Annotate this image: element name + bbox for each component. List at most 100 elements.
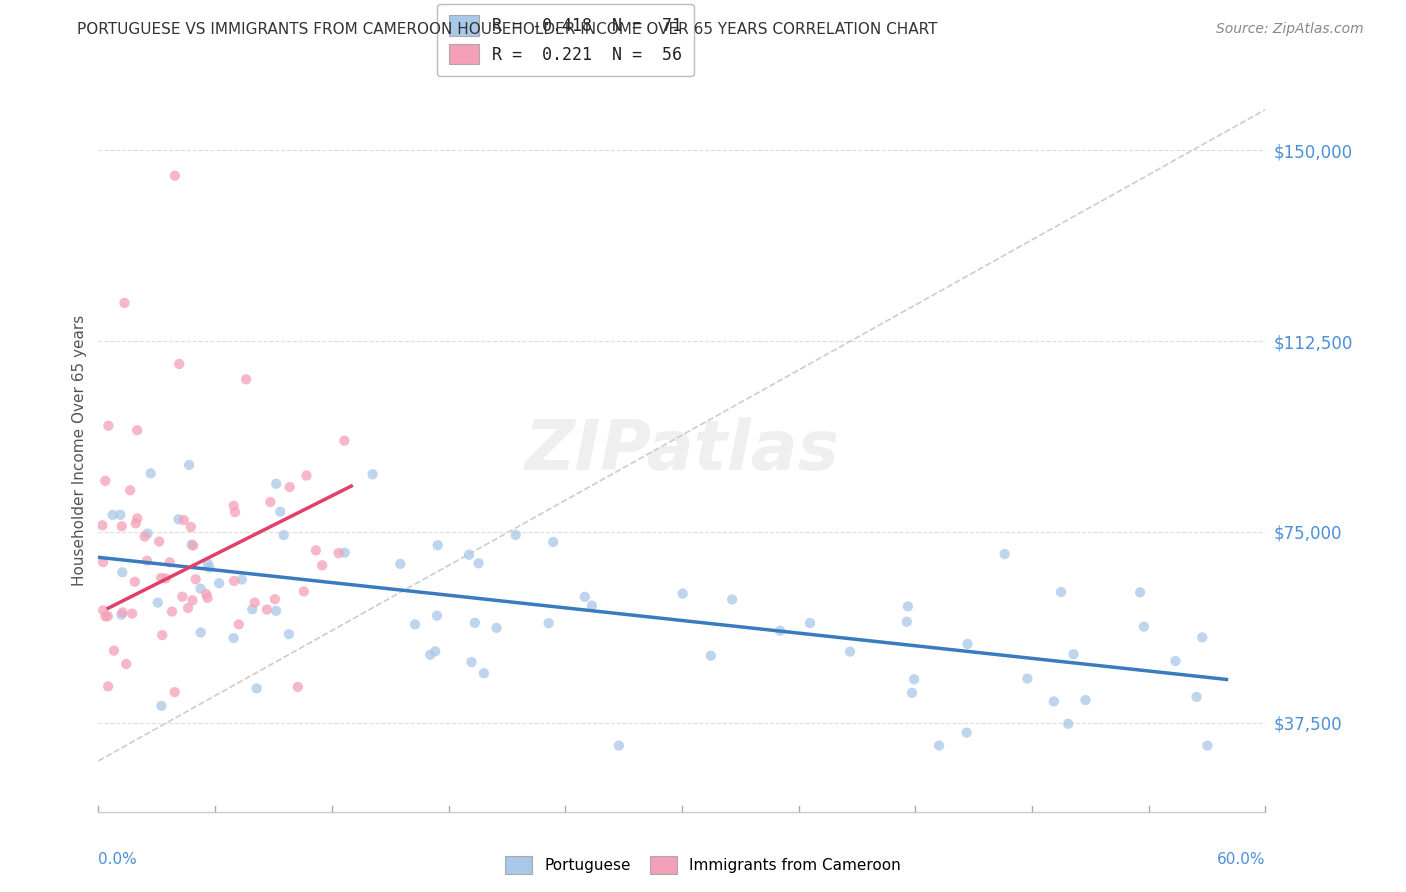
Point (197, 591, 219, 605)
Point (426, 538, 449, 552)
Point (101, 508, 124, 522)
Point (110, 607, 132, 622)
Text: Source: ZipAtlas.com: Source: ZipAtlas.com (1216, 22, 1364, 37)
Point (150, 628, 173, 642)
Point (231, 573, 253, 587)
Point (1057, 716, 1080, 731)
Point (222, 574, 245, 588)
Point (150, 698, 173, 713)
Point (180, 538, 202, 552)
Point (121, 607, 143, 621)
Point (537, 616, 560, 631)
Point (179, 458, 201, 472)
Point (256, 602, 278, 616)
Point (259, 495, 281, 509)
Point (1063, 647, 1085, 661)
Point (769, 624, 792, 638)
Point (581, 599, 603, 613)
Point (243, 596, 266, 610)
Point (700, 648, 723, 663)
Point (287, 680, 309, 694)
Point (177, 601, 200, 615)
Point (190, 625, 212, 640)
Point (224, 505, 246, 519)
Point (94, 474, 117, 488)
Point (208, 576, 231, 591)
Point (163, 169, 186, 183)
Point (956, 637, 979, 651)
Point (167, 357, 190, 371)
Point (292, 584, 315, 599)
Point (91, 603, 114, 617)
Point (799, 615, 821, 630)
Point (1133, 619, 1156, 633)
Point (181, 593, 204, 607)
Point (115, 657, 138, 671)
Point (485, 621, 508, 635)
Point (1043, 694, 1066, 708)
Point (97, 679, 120, 693)
Point (173, 513, 195, 527)
Point (180, 520, 202, 534)
Point (246, 681, 269, 696)
Point (148, 534, 170, 549)
Point (120, 483, 142, 498)
Point (114, 296, 136, 310)
Point (136, 526, 159, 541)
Point (146, 596, 169, 610)
Point (672, 586, 695, 600)
Point (264, 592, 287, 607)
Legend: R = -0.418  N =  71, R =  0.221  N =  56: R = -0.418 N = 71, R = 0.221 N = 56 (437, 4, 693, 76)
Point (903, 673, 925, 687)
Point (91, 518, 114, 533)
Point (197, 557, 219, 571)
Point (163, 685, 186, 699)
Point (91, 555, 114, 569)
Point (111, 519, 134, 533)
Point (361, 467, 384, 482)
Point (460, 655, 482, 669)
Point (426, 608, 449, 623)
Point (574, 590, 596, 604)
Point (1074, 693, 1097, 707)
Point (541, 535, 564, 549)
Point (328, 546, 350, 560)
Point (124, 574, 146, 589)
Point (184, 572, 207, 586)
Point (134, 530, 156, 544)
Point (111, 566, 134, 580)
Point (458, 548, 481, 562)
Point (150, 571, 173, 585)
Point (155, 571, 177, 585)
Y-axis label: Householder Income Over 65 years: Householder Income Over 65 years (72, 315, 87, 586)
Point (994, 547, 1017, 561)
Point (1191, 631, 1213, 645)
Point (897, 599, 920, 614)
Point (311, 558, 333, 573)
Point (505, 528, 527, 542)
Point (419, 648, 441, 662)
Point (110, 508, 132, 522)
Point (896, 615, 918, 629)
Point (1017, 672, 1039, 686)
Point (1185, 690, 1208, 704)
Point (222, 631, 245, 645)
Point (472, 666, 495, 681)
Legend: Portuguese, Immigrants from Cameroon: Portuguese, Immigrants from Cameroon (499, 850, 907, 880)
Point (97, 418, 120, 433)
Point (1164, 654, 1187, 668)
Point (190, 582, 212, 596)
Point (235, 372, 257, 386)
Point (721, 592, 744, 607)
Point (159, 555, 181, 569)
Point (901, 686, 924, 700)
Point (295, 468, 318, 483)
Point (956, 725, 979, 739)
Point (195, 587, 218, 601)
Point (333, 434, 356, 448)
Point (127, 511, 149, 525)
Point (273, 528, 295, 542)
Point (111, 606, 134, 620)
Point (1129, 585, 1152, 599)
Point (1197, 739, 1219, 753)
